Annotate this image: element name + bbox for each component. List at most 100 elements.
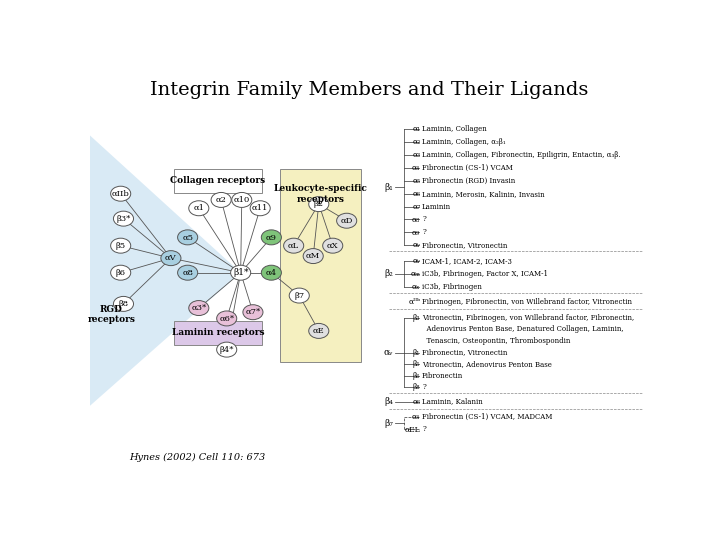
- Text: Vitronectin, Fibrinogen, von Willebrand factor, Fibronectin,: Vitronectin, Fibrinogen, von Willebrand …: [422, 314, 634, 322]
- Text: α4: α4: [266, 269, 277, 276]
- Text: Fibronectin, Vitronectin: Fibronectin, Vitronectin: [422, 241, 508, 249]
- Circle shape: [217, 311, 237, 326]
- Text: α8: α8: [182, 269, 193, 276]
- Circle shape: [303, 248, 323, 264]
- Text: Fibronectin (RGD) Invasin: Fibronectin (RGD) Invasin: [422, 177, 516, 185]
- Circle shape: [111, 186, 131, 201]
- Text: Collagen receptors: Collagen receptors: [170, 176, 266, 185]
- Circle shape: [211, 192, 231, 207]
- Text: α₈: α₈: [412, 215, 420, 224]
- Circle shape: [189, 201, 209, 216]
- Text: ?: ?: [422, 383, 426, 392]
- Text: αX: αX: [327, 242, 338, 249]
- Text: ?: ?: [422, 426, 426, 434]
- Text: αₓ: αₓ: [412, 283, 420, 291]
- Text: α₄: α₄: [412, 164, 420, 172]
- Circle shape: [111, 265, 131, 280]
- Text: α₉: α₉: [412, 228, 420, 237]
- Text: α3*: α3*: [192, 304, 207, 312]
- Circle shape: [111, 238, 131, 253]
- Text: α1: α1: [193, 204, 204, 212]
- Text: ICAM-1, ICAM-2, ICAM-3: ICAM-1, ICAM-2, ICAM-3: [422, 257, 512, 265]
- Circle shape: [189, 301, 209, 315]
- Text: α₃: α₃: [413, 151, 420, 159]
- Text: αEL: αEL: [405, 426, 420, 434]
- Polygon shape: [90, 136, 240, 406]
- Text: α11: α11: [252, 204, 269, 212]
- Text: α₆: α₆: [413, 397, 420, 406]
- Text: β4*: β4*: [220, 346, 234, 354]
- Text: β₃: β₃: [413, 314, 420, 322]
- Circle shape: [250, 201, 270, 216]
- Text: Fibronectin (CS-1) VCAM: Fibronectin (CS-1) VCAM: [422, 164, 513, 172]
- Text: Integrin Family Members and Their Ligands: Integrin Family Members and Their Ligand…: [150, 81, 588, 99]
- Text: α10: α10: [234, 196, 250, 204]
- Text: αV: αV: [165, 254, 176, 262]
- Circle shape: [114, 211, 133, 226]
- Circle shape: [337, 213, 356, 228]
- Text: αD: αD: [341, 217, 353, 225]
- Text: Laminin, Kalanin: Laminin, Kalanin: [422, 397, 482, 406]
- Text: Fibronectin: Fibronectin: [422, 372, 463, 380]
- Text: αE: αE: [313, 327, 325, 335]
- Text: αₘ: αₘ: [410, 270, 420, 278]
- Text: β8: β8: [118, 300, 129, 308]
- Text: Laminin, Collagen: Laminin, Collagen: [422, 125, 487, 133]
- Text: α₁: α₁: [413, 125, 420, 133]
- Text: αᵥ: αᵥ: [413, 241, 420, 249]
- Text: β1*: β1*: [233, 268, 248, 277]
- Text: β₇: β₇: [384, 418, 393, 428]
- Text: αᴵᴵᵇ: αᴵᴵᵇ: [408, 298, 420, 306]
- Text: β7: β7: [294, 292, 305, 300]
- Text: β3*: β3*: [117, 214, 130, 222]
- FancyBboxPatch shape: [174, 168, 262, 193]
- Text: β2: β2: [314, 200, 324, 208]
- Text: αM: αM: [306, 252, 320, 260]
- Text: α₅: α₅: [413, 177, 420, 185]
- Text: Laminin, Merosin, Kalinin, Invasin: Laminin, Merosin, Kalinin, Invasin: [422, 190, 544, 198]
- Text: β₆: β₆: [413, 372, 420, 380]
- Circle shape: [230, 265, 251, 280]
- Text: α6*: α6*: [219, 314, 234, 322]
- Text: Adenovirus Penton Base, Denatured Collagen, Laminin,: Adenovirus Penton Base, Denatured Collag…: [422, 325, 624, 333]
- Text: RGD
receptors: RGD receptors: [87, 305, 135, 324]
- Circle shape: [217, 342, 237, 357]
- Circle shape: [284, 238, 304, 253]
- Text: Leukocyte-specific
receptors: Leukocyte-specific receptors: [273, 184, 367, 204]
- Text: ?: ?: [422, 228, 426, 237]
- Text: Fibronectin (CS-1) VCAM, MADCAM: Fibronectin (CS-1) VCAM, MADCAM: [422, 413, 552, 421]
- Text: α₇: α₇: [413, 202, 420, 211]
- Text: αᵥ: αᵥ: [384, 348, 393, 357]
- Text: ?: ?: [422, 215, 426, 224]
- Circle shape: [232, 192, 252, 207]
- Text: Laminin receptors: Laminin receptors: [171, 328, 264, 337]
- Text: β₅: β₅: [413, 360, 420, 368]
- Text: α2: α2: [216, 196, 227, 204]
- Text: iC3b, Fibrinogen: iC3b, Fibrinogen: [422, 283, 482, 291]
- Text: β6: β6: [116, 269, 126, 276]
- Circle shape: [309, 323, 329, 339]
- Circle shape: [178, 265, 198, 280]
- Text: β₄: β₄: [384, 397, 393, 406]
- Circle shape: [309, 197, 329, 212]
- Circle shape: [178, 230, 198, 245]
- Text: α9: α9: [266, 233, 277, 241]
- Text: β₈: β₈: [413, 383, 420, 392]
- Text: α₄: α₄: [412, 413, 420, 421]
- Text: αIIb: αIIb: [112, 190, 130, 198]
- Circle shape: [261, 265, 282, 280]
- Text: β₁: β₁: [384, 183, 393, 192]
- Text: αL: αL: [288, 242, 300, 249]
- Circle shape: [243, 305, 263, 320]
- Text: Fibrinogen, Fibronectin, von Willebrand factor, Vitronectin: Fibrinogen, Fibronectin, von Willebrand …: [422, 298, 632, 306]
- Circle shape: [114, 296, 133, 312]
- FancyBboxPatch shape: [174, 321, 262, 345]
- Text: β₁: β₁: [413, 348, 420, 356]
- Text: iC3b, Fibrinogen, Factor X, ICAM-1: iC3b, Fibrinogen, Factor X, ICAM-1: [422, 270, 548, 278]
- Text: Laminin, Collagen, α₂β₁: Laminin, Collagen, α₂β₁: [422, 138, 505, 146]
- Text: Vitronectin, Adenovirus Penton Base: Vitronectin, Adenovirus Penton Base: [422, 360, 552, 368]
- Text: Hynes (2002) Cell 110: 673: Hynes (2002) Cell 110: 673: [129, 453, 265, 462]
- Text: Tenascin, Osteopontin, Thrombospondin: Tenascin, Osteopontin, Thrombospondin: [422, 337, 570, 345]
- Circle shape: [161, 251, 181, 266]
- Text: Laminin: Laminin: [422, 202, 451, 211]
